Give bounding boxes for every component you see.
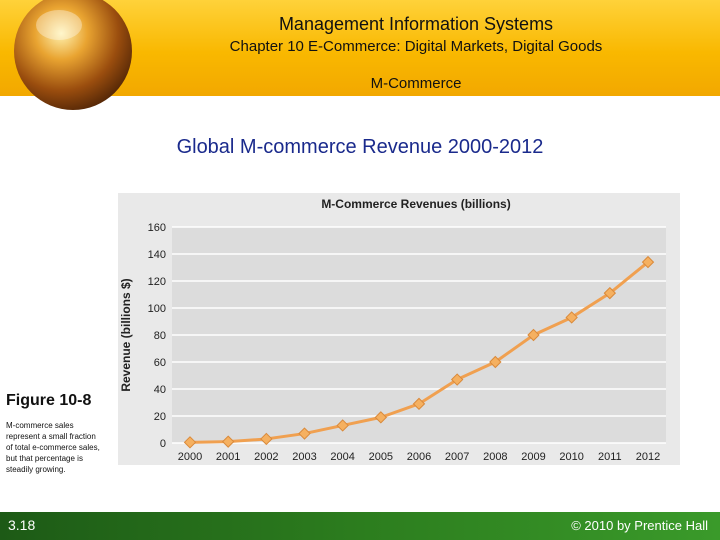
x-tick-label: 2000 <box>178 451 202 463</box>
copyright-text: © 2010 by Prentice Hall <box>571 518 708 533</box>
data-point <box>450 373 464 386</box>
data-point <box>183 436 197 449</box>
data-point <box>298 427 311 440</box>
data-point <box>412 397 426 411</box>
figure-label: Figure 10-8 <box>6 392 92 409</box>
y-axis-label: Revenue (billions $) <box>119 278 133 391</box>
data-point <box>260 432 273 446</box>
x-tick-label: 2003 <box>292 451 316 463</box>
y-tick-label: 60 <box>154 357 166 369</box>
chart-container: M-Commerce Revenues (billions) Revenue (b… <box>118 193 680 465</box>
chart-title: M-Commerce Revenues (billions) <box>321 197 510 211</box>
x-tick-label: 2004 <box>330 451 354 463</box>
y-tick-label: 140 <box>148 249 166 261</box>
x-tick-label: 2001 <box>216 451 240 463</box>
data-point <box>641 255 655 269</box>
x-tick-label: 2012 <box>636 451 660 463</box>
data-point <box>527 328 540 342</box>
header-banner <box>0 0 720 110</box>
course-title: Management Information Systems <box>278 14 554 34</box>
x-tick-label: 2006 <box>407 451 431 463</box>
y-tick-label: 160 <box>148 222 166 234</box>
x-tick-label: 2010 <box>559 451 583 463</box>
data-point <box>221 435 235 448</box>
data-point <box>489 355 502 369</box>
data-point <box>603 286 617 300</box>
data-point <box>336 419 349 432</box>
revenue-chart: M-Commerce Revenues (billions) Revenue (b… <box>119 197 666 463</box>
y-tick-label: 80 <box>154 330 166 342</box>
x-tick-label: 2002 <box>254 451 278 463</box>
slide-number: 3.18 <box>8 517 36 533</box>
data-point <box>565 311 578 324</box>
data-point <box>374 411 388 424</box>
footer-bar <box>0 512 720 540</box>
y-tick-label: 40 <box>154 384 166 396</box>
globe-logo <box>14 0 132 110</box>
x-tick-label: 2007 <box>445 451 469 463</box>
y-tick-label: 120 <box>148 276 166 288</box>
x-tick-label: 2008 <box>483 451 507 463</box>
y-tick-label: 100 <box>148 303 166 315</box>
section-title: M-Commerce <box>370 75 462 92</box>
chapter-title: Chapter 10 E-Commerce: Digital Markets, … <box>229 38 603 55</box>
slide-title: Global M-commerce Revenue 2000-2012 <box>176 136 544 158</box>
y-tick-label: 20 <box>154 411 166 423</box>
x-tick-label: 2011 <box>598 451 622 463</box>
x-tick-label: 2005 <box>369 451 393 463</box>
figure-caption: M-commerce sales represent a small fract… <box>6 421 100 474</box>
y-tick-label: 0 <box>160 438 166 450</box>
x-tick-label: 2009 <box>521 451 545 463</box>
